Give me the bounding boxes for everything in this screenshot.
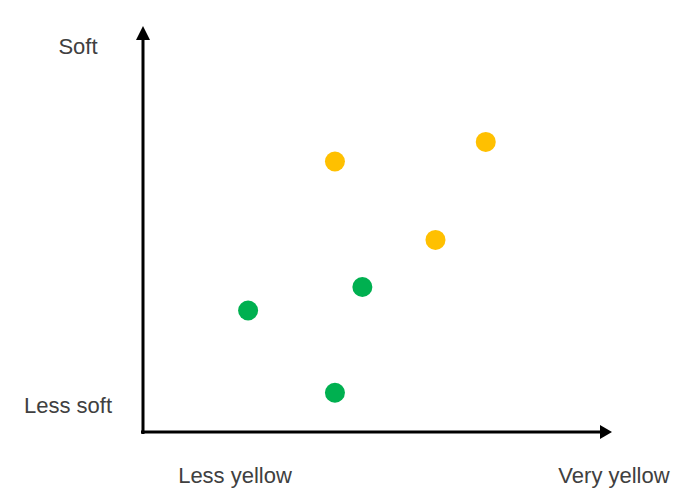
chart-container: Soft Less soft Less yellow Very yellow [0, 0, 700, 503]
x-axis [141, 431, 602, 434]
point [325, 152, 345, 172]
chart-svg: Soft Less soft Less yellow Very yellow [0, 0, 700, 503]
x-axis-arrow [600, 425, 612, 439]
y-label-bottom: Less soft [24, 393, 112, 418]
point [352, 277, 372, 297]
y-axis [142, 38, 145, 434]
point [425, 230, 445, 250]
axes [136, 26, 612, 439]
point [476, 132, 496, 152]
y-axis-arrow [136, 26, 150, 40]
points [238, 132, 496, 403]
point [238, 300, 258, 320]
point [325, 383, 345, 403]
x-label-right: Very yellow [558, 463, 669, 488]
x-label-left: Less yellow [178, 463, 292, 488]
y-label-top: Soft [58, 34, 97, 59]
